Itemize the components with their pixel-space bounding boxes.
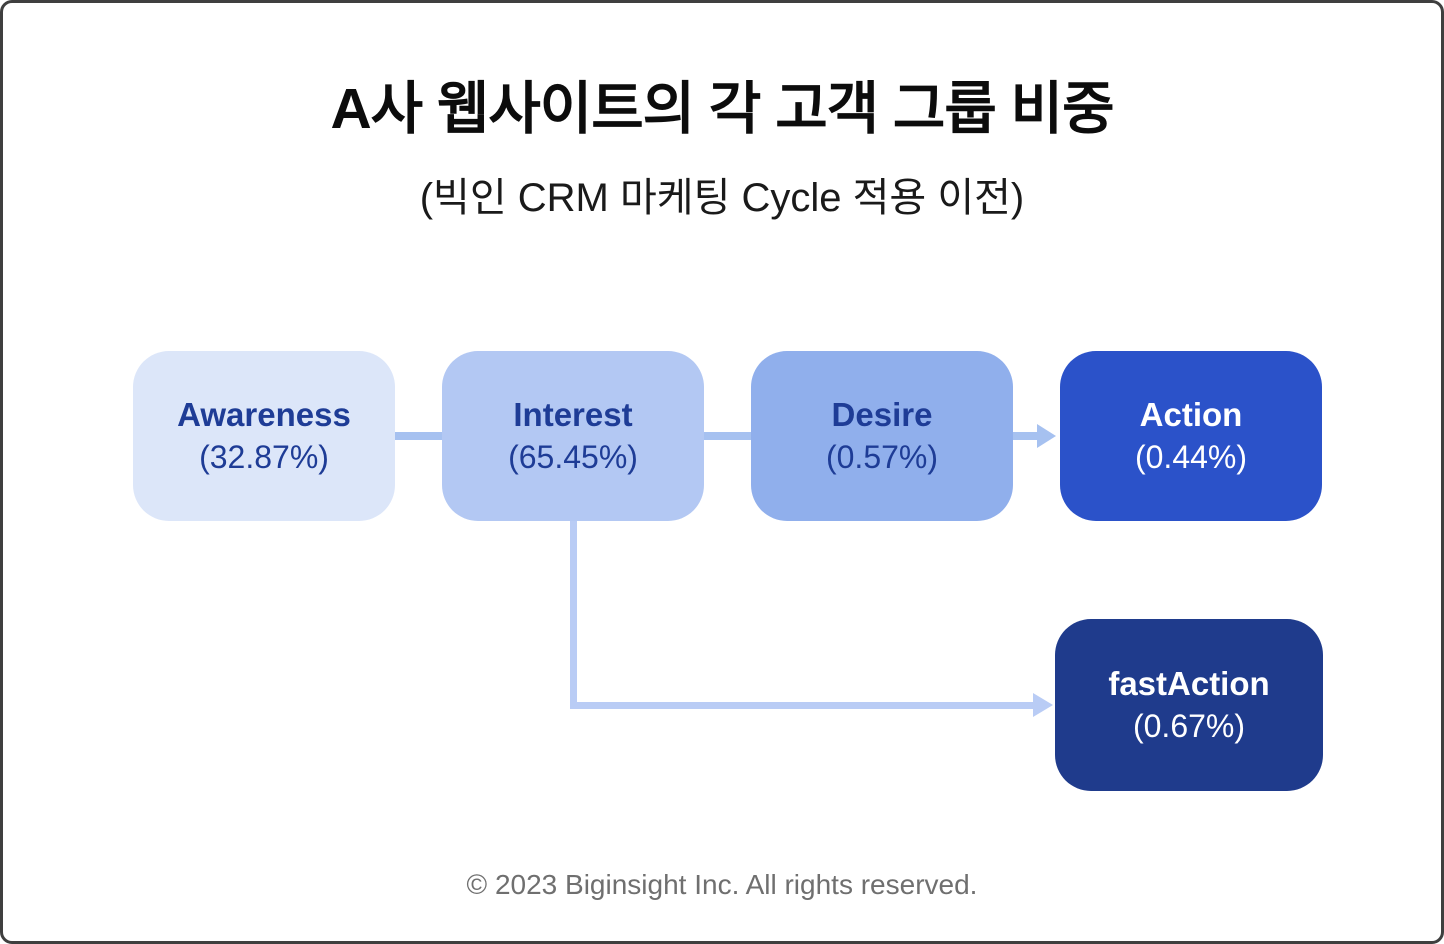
connector-interest-fastaction-horizontal [570,702,1034,709]
connector-desire-action [1013,432,1039,440]
node-label: Interest [513,396,633,433]
connector-interest-desire [704,432,751,440]
copyright-text: © 2023 Biginsight Inc. All rights reserv… [466,869,978,900]
node-label: fastAction [1108,665,1270,702]
page-title: A사 웹사이트의 각 고객 그룹 비중 [330,77,1114,141]
node-value: (0.67%) [1132,708,1246,744]
node-fastaction: fastAction (0.67%) [1055,619,1323,791]
node-value: (0.57%) [825,439,939,475]
node-desire: Desire (0.57%) [751,351,1013,521]
node-label: Action [1139,396,1243,433]
connector-awareness-interest [395,432,442,440]
node-label: Desire [831,396,933,433]
page-subtitle: (빅인 CRM 마케팅 Cycle 적용 이전) [419,176,1025,220]
connector-interest-fastaction-vertical [570,521,577,709]
node-action: Action (0.44%) [1060,351,1322,521]
node-interest: Interest (65.45%) [442,351,704,521]
node-value: (0.44%) [1134,439,1248,475]
arrow-right-icon [1037,424,1056,448]
arrow-right-icon [1033,693,1053,717]
node-label: Awareness [177,396,351,433]
node-value: (65.45%) [508,439,638,475]
funnel-diagram: Awareness (32.87%) Interest (65.45%) Des… [3,3,1441,941]
node-awareness: Awareness (32.87%) [133,351,395,521]
node-value: (32.87%) [199,439,329,475]
